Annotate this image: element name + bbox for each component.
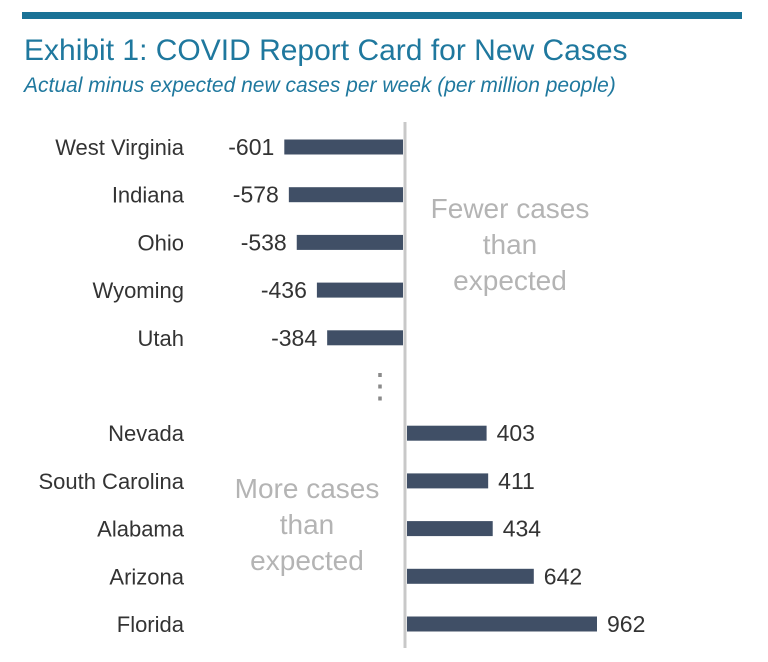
bar-3 — [316, 282, 403, 298]
category-label: Utah — [138, 326, 184, 351]
data-label: -436 — [261, 277, 307, 303]
bar-8 — [407, 568, 534, 584]
category-label: West Virginia — [55, 135, 185, 160]
category-label: Wyoming — [93, 278, 185, 303]
category-label: Nevada — [108, 421, 185, 446]
data-label: 434 — [503, 516, 542, 542]
category-label: Florida — [117, 612, 185, 637]
category-label: Indiana — [112, 183, 185, 208]
data-label: 411 — [498, 468, 535, 494]
chart-title: Exhibit 1: COVID Report Card for New Cas… — [24, 34, 628, 67]
chart-subtitle: Actual minus expected new cases per week… — [24, 74, 616, 97]
data-label: -601 — [228, 134, 274, 160]
title-rule — [22, 12, 742, 19]
data-label: -384 — [271, 325, 317, 351]
category-label: Ohio — [138, 230, 184, 255]
data-label: 962 — [607, 611, 645, 637]
bar-0 — [284, 139, 403, 155]
bar-1 — [288, 187, 403, 203]
bar-9 — [407, 616, 597, 632]
category-label: Arizona — [109, 564, 184, 589]
bar-2 — [296, 234, 403, 250]
annotation-more: More cases than expected — [235, 473, 380, 576]
data-label: -578 — [233, 182, 279, 208]
bar-6 — [407, 473, 489, 489]
axis-break-marker: ⋮ — [363, 368, 397, 406]
bar-7 — [407, 521, 493, 537]
data-label: 403 — [497, 420, 535, 446]
annotation-fewer: Fewer cases than expected — [431, 193, 590, 296]
bar-5 — [407, 425, 487, 441]
bar-4 — [327, 330, 403, 346]
category-label: Alabama — [97, 517, 185, 542]
data-label: 642 — [544, 563, 582, 589]
category-label: South Carolina — [38, 469, 184, 494]
data-label: -538 — [241, 229, 287, 255]
